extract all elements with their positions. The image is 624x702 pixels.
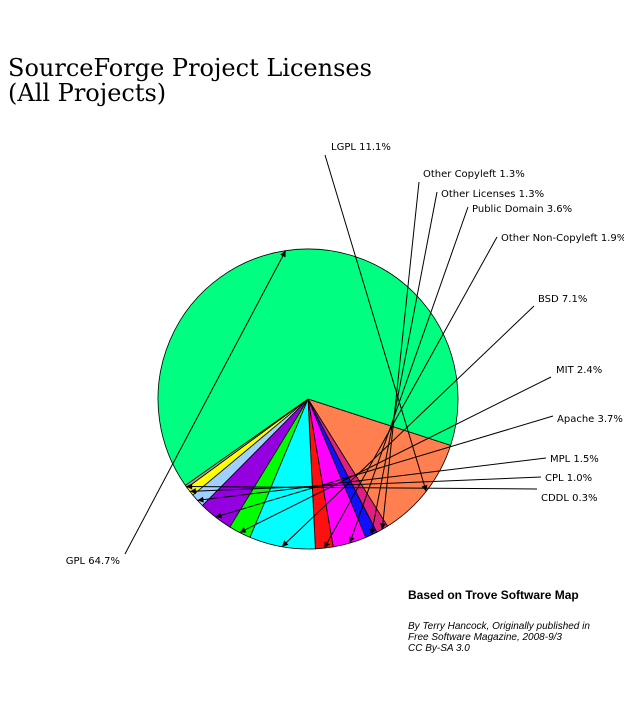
leader-line-mpl	[197, 457, 547, 501]
leader-arrow-cpl	[189, 488, 196, 495]
credit-line-3: CC By-SA 3.0	[408, 643, 470, 654]
leader-arrow-bsd	[282, 540, 289, 547]
slice-label-other-non-copyleft: Other Non-Copyleft 1.9%	[501, 233, 624, 244]
slice-labels: LGPL 11.1% Other Copyleft 1.3% Other Licen…	[66, 142, 624, 567]
leader-arrow-apache	[215, 512, 223, 519]
chart-title: SourceForge Project Licenses	[8, 54, 372, 82]
slice-label-bsd: BSD 7.1%	[538, 294, 587, 305]
slice-label-mpl: MPL 1.5%	[550, 454, 599, 465]
slice-label-other-licenses: Other Licenses 1.3%	[441, 189, 544, 200]
credit-line-2: Free Software Magazine, 2008-9/3	[408, 632, 562, 643]
leader-line-lgpl	[324, 154, 427, 492]
pie-slices	[157, 248, 459, 550]
leader-line-cpl	[189, 476, 542, 492]
slice-label-cpl: CPL 1.0%	[545, 473, 592, 484]
leader-arrow-other-copyleft	[379, 523, 386, 530]
leader-arrow-other-licenses	[369, 528, 376, 535]
slice-label-cddl: CDDL 0.3%	[541, 493, 598, 504]
slice-label-other-copyleft: Other Copyleft 1.3%	[423, 169, 525, 180]
leader-arrow-public-domain	[348, 536, 355, 544]
slice-label-lgpl: LGPL 11.1%	[331, 142, 391, 153]
leader-line-public-domain	[349, 206, 469, 544]
leader-arrow-mpl	[197, 496, 204, 503]
leader-arrow-other-non-copyleft	[324, 541, 330, 549]
slice-label-mit: MIT 2.4%	[556, 365, 602, 376]
credit-line-1: By Terry Hancock, Originally published i…	[408, 621, 590, 632]
leader-line-bsd	[281, 305, 535, 548]
leader-line-apache	[215, 415, 554, 518]
slice-label-gpl: GPL 64.7%	[66, 556, 120, 567]
leader-line-mit	[239, 376, 552, 533]
leader-lines	[124, 154, 554, 555]
pie-slice-gpl	[157, 248, 459, 486]
slice-label-public-domain: Public Domain 3.6%	[472, 204, 572, 215]
leader-line-cddl	[186, 486, 538, 490]
leader-arrow-cddl	[186, 483, 193, 490]
leader-line-gpl	[124, 250, 287, 555]
chart-subtitle: (All Projects)	[8, 79, 166, 107]
leader-line-other-copyleft	[381, 181, 420, 530]
slice-label-apache: Apache 3.7%	[557, 414, 623, 425]
leader-line-other-non-copyleft	[323, 236, 498, 549]
credit-title: Based on Trove Software Map	[408, 588, 579, 602]
leader-arrow-mit	[239, 527, 247, 533]
leader-arrow-gpl	[280, 250, 286, 258]
